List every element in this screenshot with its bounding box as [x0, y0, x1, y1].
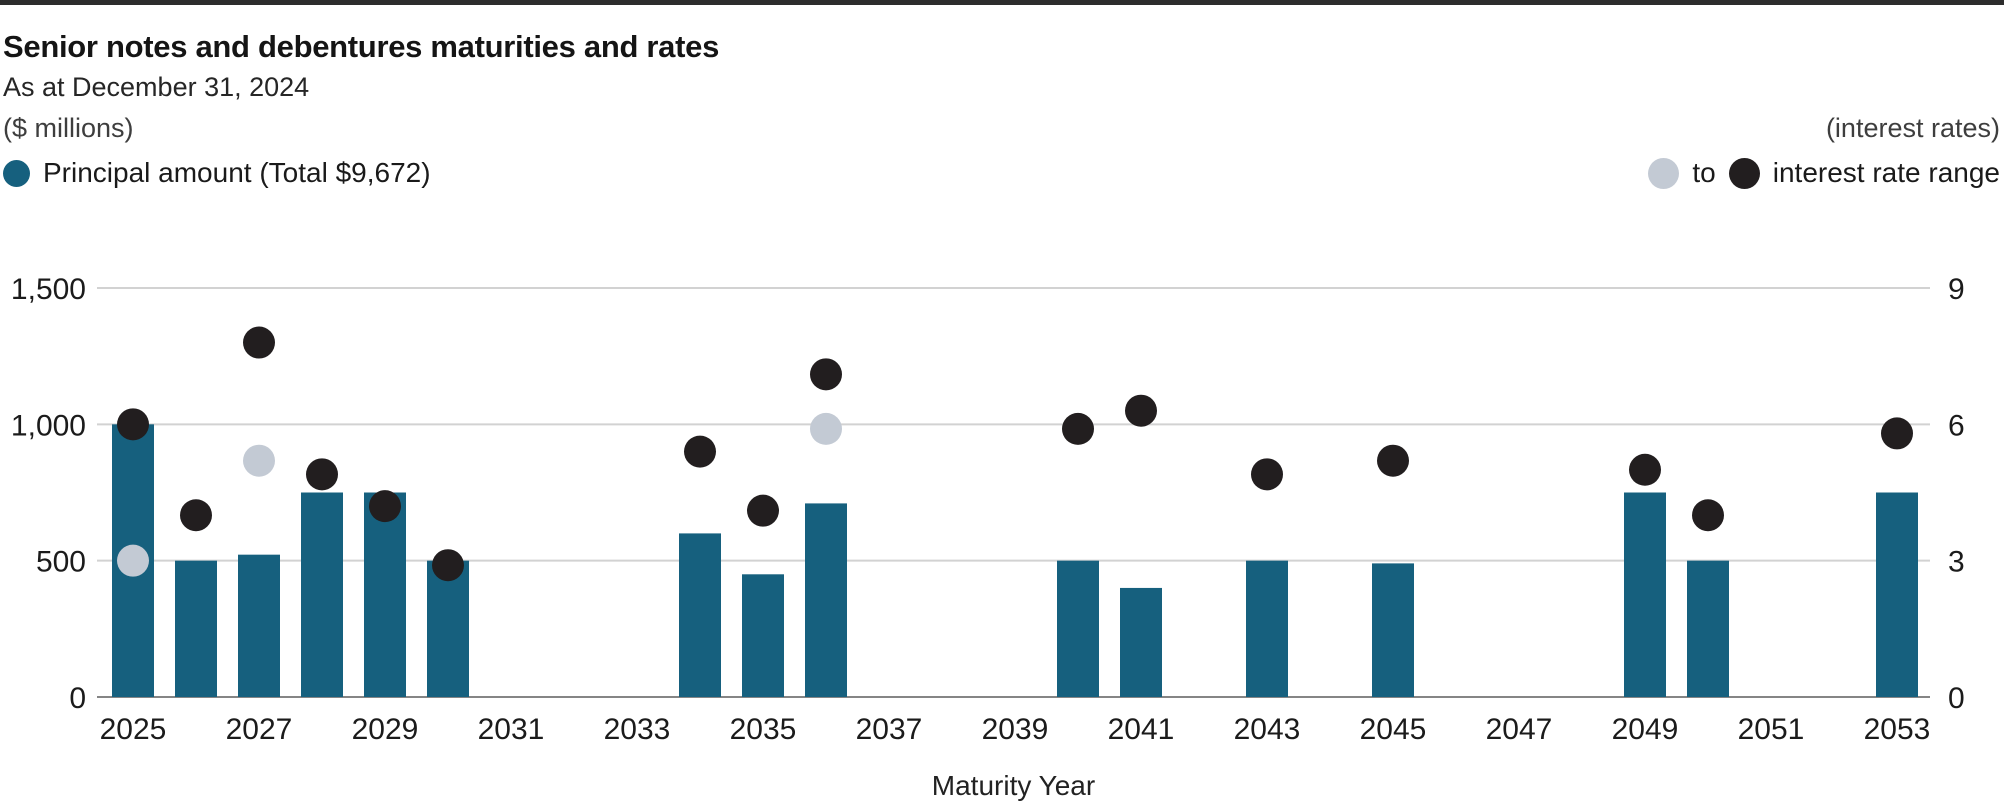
- right-axis-caption: (interest rates): [1825, 113, 2000, 143]
- rate-dot-high-2036: [810, 358, 842, 391]
- legend-row: Principal amount (Total $9,672) to inter…: [3, 155, 2000, 191]
- rate-dot-low-2036: [810, 412, 842, 445]
- right-tick-label-6: 6: [1948, 409, 1965, 442]
- rate-dot-high-2029: [369, 490, 401, 523]
- x-tick-label-2035: 2035: [730, 713, 797, 746]
- rate-dot-high-2049: [1629, 453, 1661, 486]
- rate-dot-high-2041: [1125, 394, 1157, 427]
- bar-2027: [238, 554, 280, 697]
- x-tick-label-2027: 2027: [226, 713, 293, 746]
- bar-2050: [1687, 560, 1729, 697]
- left-tick-label-500: 500: [36, 546, 86, 579]
- rate-dot-high-2035: [747, 494, 779, 527]
- bar-2026: [175, 560, 217, 697]
- rate-dot-high-2050: [1692, 499, 1724, 532]
- rate-dot-low-2025: [117, 544, 149, 577]
- x-axis-title: Maturity Year: [932, 770, 1095, 801]
- x-tick-label-2031: 2031: [478, 713, 545, 746]
- chart-title: Senior notes and debentures maturities a…: [3, 29, 720, 64]
- right-tick-label-9: 9: [1948, 273, 1965, 306]
- bar-2035: [742, 574, 784, 697]
- rate-dot-high-2027: [243, 326, 275, 359]
- x-tick-label-2039: 2039: [982, 713, 1049, 746]
- bar-2049: [1624, 492, 1666, 697]
- rate-dot-high-2043: [1251, 458, 1283, 491]
- rate-dot-high-2053: [1881, 417, 1913, 450]
- rate-dot-high-2026: [180, 499, 212, 532]
- x-tick-label-2037: 2037: [856, 713, 923, 746]
- rate-low-legend-dot: [1648, 157, 1680, 189]
- left-axis-caption: ($ millions): [3, 113, 134, 143]
- right-tick-label-3: 3: [1948, 546, 1965, 579]
- maturities-rates-chart: 0 0 500 3 1,000 6 1,500 9 2025 2027 2029 2031 2033 20…: [11, 273, 1965, 801]
- axis-captions-row: ($ millions) (interest rates): [3, 113, 2000, 144]
- rate-dot-high-2040: [1062, 412, 1094, 445]
- principal-legend-label: Principal amount (Total $9,672): [43, 157, 431, 188]
- x-tick-label-2045: 2045: [1360, 713, 1427, 746]
- bar-2029: [364, 492, 406, 697]
- x-tick-label-2029: 2029: [352, 713, 419, 746]
- bar-2030: [427, 560, 469, 697]
- rate-dot-high-2025: [117, 408, 149, 441]
- x-tick-label-2041: 2041: [1108, 713, 1175, 746]
- chart-subtitle: As at December 31, 2024: [3, 72, 310, 102]
- legend-rate-range: to interest rate range: [1648, 157, 2000, 189]
- x-tick-label-2025: 2025: [100, 713, 167, 746]
- principal-legend-dot: [3, 159, 30, 187]
- x-tick-label-2043: 2043: [1234, 713, 1301, 746]
- rate-dot-high-2030: [432, 549, 464, 582]
- x-tick-label-2033: 2033: [604, 713, 671, 746]
- rate-dot-high-2034: [684, 435, 716, 468]
- bar-2028: [301, 492, 343, 697]
- x-tick-label-2049: 2049: [1612, 713, 1679, 746]
- rate-high-legend-dot: [1728, 157, 1760, 189]
- bar-2040: [1057, 560, 1099, 697]
- bar-2053: [1876, 492, 1918, 697]
- bar-2034: [679, 533, 721, 697]
- rate-dot-low-2027: [243, 444, 275, 477]
- rate-range-to-label: to: [1692, 157, 1716, 188]
- top-rule: [0, 0, 2004, 5]
- x-tick-label-2053: 2053: [1864, 713, 1931, 746]
- rate-dot-high-2045: [1377, 444, 1409, 477]
- legend-principal: Principal amount (Total $9,672): [3, 157, 431, 189]
- left-tick-label-1000: 1,000: [11, 409, 86, 442]
- left-tick-label-0: 0: [69, 682, 86, 715]
- x-tick-label-2047: 2047: [1486, 713, 1553, 746]
- bar-2041: [1120, 587, 1162, 697]
- x-tick-label-2051: 2051: [1738, 713, 1805, 746]
- bar-2045: [1372, 563, 1414, 697]
- right-tick-label-0: 0: [1948, 682, 1965, 715]
- bar-2043: [1246, 560, 1288, 697]
- left-tick-label-1500: 1,500: [11, 273, 86, 306]
- rate-range-legend-label: interest rate range: [1772, 157, 2000, 188]
- bar-2036: [805, 503, 847, 697]
- rate-dot-high-2028: [306, 458, 338, 491]
